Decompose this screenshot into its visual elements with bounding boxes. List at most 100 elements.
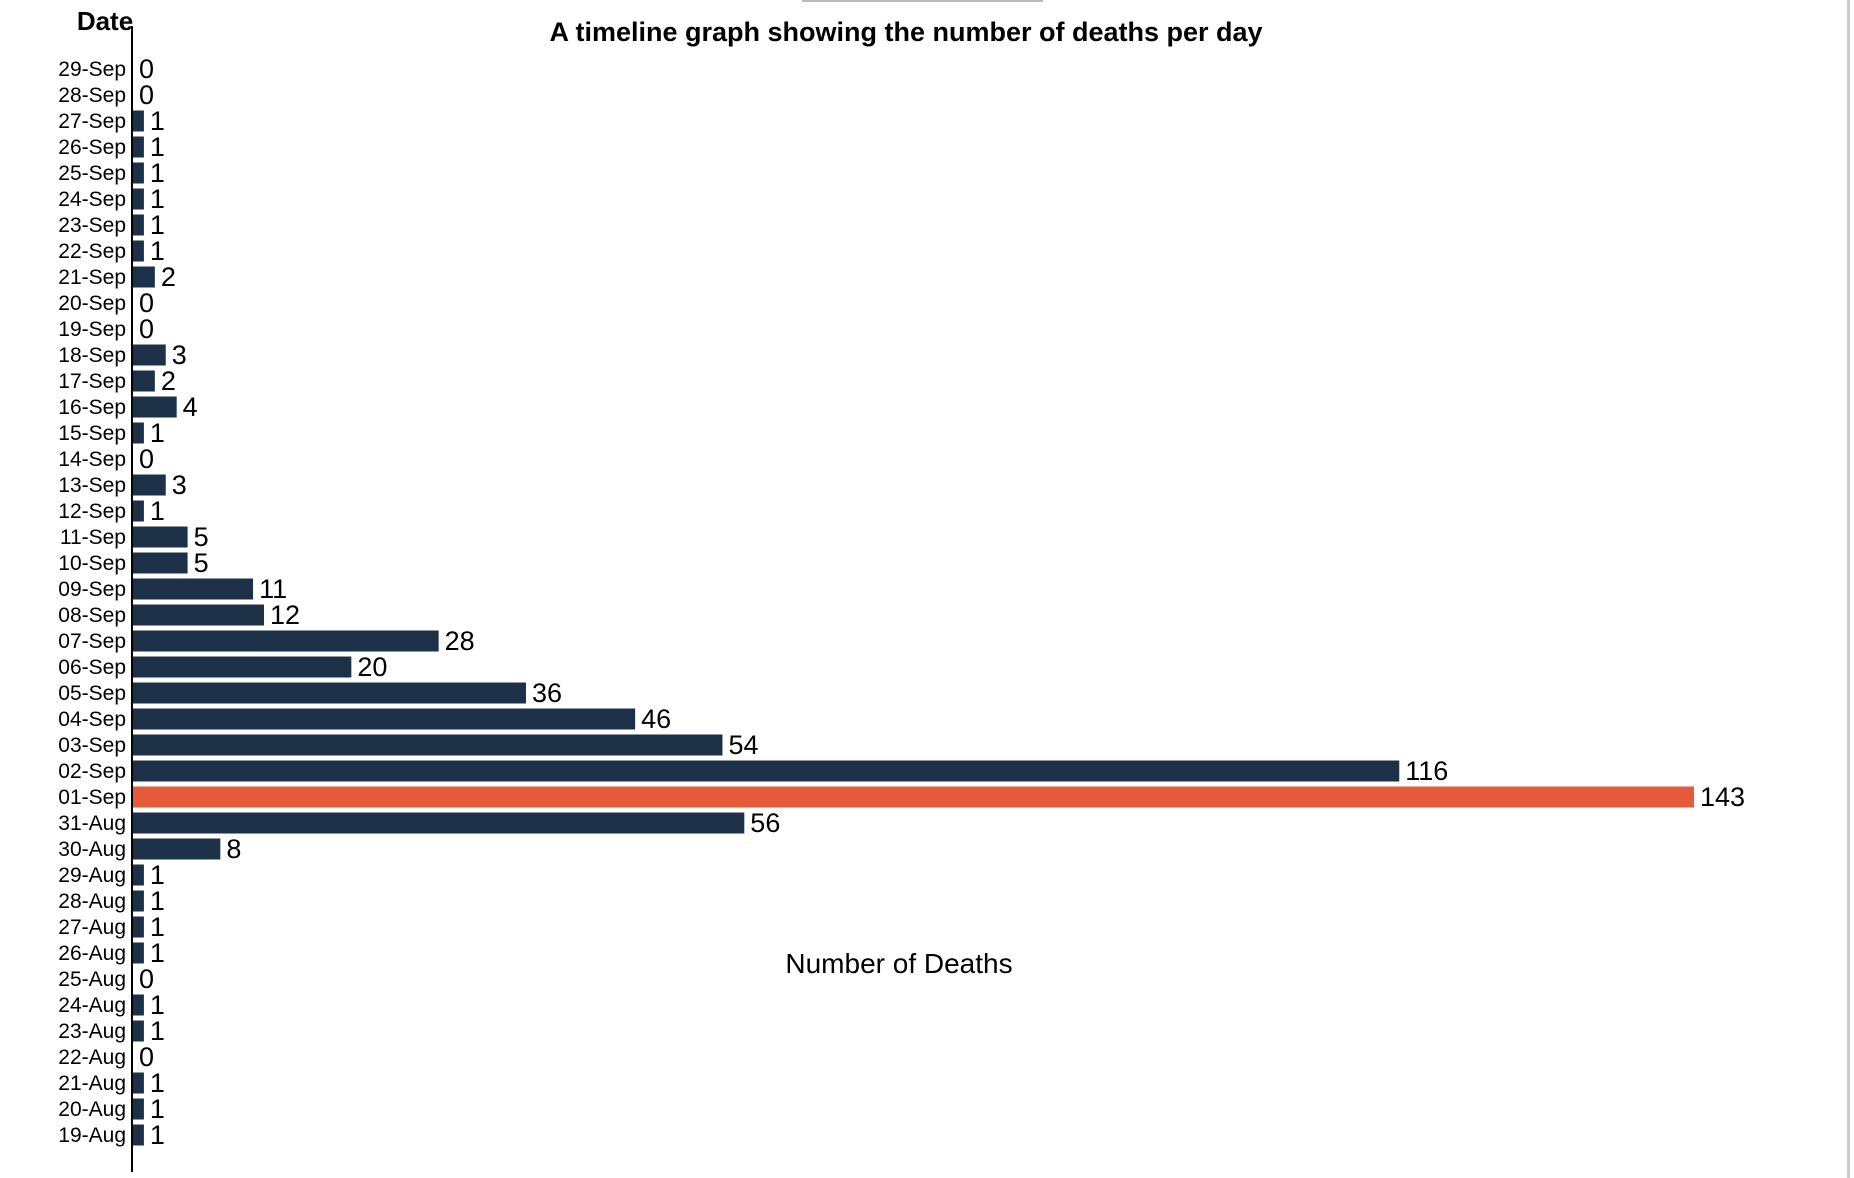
bar — [133, 552, 188, 574]
bar — [133, 474, 166, 496]
bar — [133, 344, 166, 366]
data-label: 3 — [172, 340, 187, 370]
data-label: 46 — [641, 704, 671, 734]
data-label: 28 — [445, 626, 475, 656]
data-label: 54 — [728, 730, 758, 760]
bar — [133, 760, 1400, 782]
bar — [133, 916, 144, 938]
bar — [133, 682, 526, 704]
bar — [133, 162, 144, 184]
y-tick-label: 26-Sep — [58, 136, 126, 159]
y-tick-label: 27-Sep — [58, 110, 126, 133]
bar — [133, 942, 144, 964]
data-label: 1 — [150, 106, 165, 136]
y-tick-label: 17-Sep — [58, 370, 126, 393]
bar — [133, 734, 723, 756]
data-label: 2 — [161, 366, 176, 396]
bar — [133, 422, 144, 444]
data-label: 36 — [532, 678, 562, 708]
bar — [133, 994, 144, 1016]
bar — [133, 1072, 144, 1094]
data-label: 0 — [139, 1042, 154, 1072]
data-label: 1 — [150, 860, 165, 890]
bar — [133, 786, 1694, 808]
y-tick-label: 19-Sep — [58, 318, 126, 341]
y-tick-label: 05-Sep — [58, 682, 126, 705]
bar — [133, 890, 144, 912]
right-scrollbar[interactable] — [1847, 0, 1850, 1178]
data-label: 2 — [161, 262, 176, 292]
bar — [133, 604, 264, 626]
data-label: 1 — [150, 236, 165, 266]
y-tick-label: 10-Sep — [58, 552, 126, 575]
data-label: 1 — [150, 1068, 165, 1098]
data-label: 0 — [139, 54, 154, 84]
data-label: 1 — [150, 496, 165, 526]
y-tick-label: 14-Sep — [58, 448, 126, 471]
data-label: 0 — [139, 444, 154, 474]
data-label: 4 — [183, 392, 198, 422]
data-label: 1 — [150, 1094, 165, 1124]
bar — [133, 578, 254, 600]
data-label: 20 — [357, 652, 387, 682]
data-label: 3 — [172, 470, 187, 500]
y-tick-label: 27-Aug — [58, 916, 126, 939]
data-label: 1 — [150, 210, 165, 240]
data-label: 1 — [150, 886, 165, 916]
data-label: 1 — [150, 938, 165, 968]
y-tick-label: 21-Sep — [58, 266, 126, 289]
data-label: 1 — [150, 158, 165, 188]
y-tick-label: 06-Sep — [58, 656, 126, 679]
data-label: 8 — [226, 834, 241, 864]
y-tick-label: 29-Sep — [58, 58, 126, 81]
data-label: 1 — [150, 132, 165, 162]
y-tick-label: 25-Sep — [58, 162, 126, 185]
data-label: 0 — [139, 314, 154, 344]
bar — [133, 1098, 144, 1120]
bar — [133, 396, 177, 418]
bar — [133, 266, 155, 288]
bar — [133, 708, 636, 730]
y-axis-label: Date — [77, 6, 133, 36]
y-tick-label: 01-Sep — [58, 786, 126, 809]
bar — [133, 370, 155, 392]
y-tick-label: 28-Sep — [58, 84, 126, 107]
bar — [133, 214, 144, 236]
y-tick-label: 31-Aug — [58, 812, 126, 835]
y-tick-label: 03-Sep — [58, 734, 126, 757]
y-tick-label: 18-Sep — [58, 344, 126, 367]
bar — [133, 500, 144, 522]
y-tick-label: 16-Sep — [58, 396, 126, 419]
data-label: 0 — [139, 80, 154, 110]
y-tick-label: 25-Aug — [58, 968, 126, 991]
y-tick-label: 21-Aug — [58, 1072, 126, 1095]
y-tick-label: 13-Sep — [58, 474, 126, 497]
data-label: 5 — [194, 548, 209, 578]
y-tick-label: 24-Aug — [58, 994, 126, 1017]
bar — [133, 864, 144, 886]
y-tick-label: 07-Sep — [58, 630, 126, 653]
y-tick-label: 09-Sep — [58, 578, 126, 601]
data-label: 1 — [150, 184, 165, 214]
data-label: 5 — [194, 522, 209, 552]
chart-title: A timeline graph showing the number of d… — [549, 17, 1262, 47]
data-label: 12 — [270, 600, 300, 630]
y-tick-label: 26-Aug — [58, 942, 126, 965]
bar — [133, 656, 352, 678]
bar — [133, 188, 144, 210]
y-tick-label: 24-Sep — [58, 188, 126, 211]
y-tick-label: 11-Sep — [60, 526, 126, 549]
data-label: 56 — [750, 808, 780, 838]
data-label: 1 — [150, 990, 165, 1020]
y-tick-label: 19-Aug — [58, 1124, 126, 1147]
y-tick-label: 08-Sep — [58, 604, 126, 627]
data-label: 0 — [139, 288, 154, 318]
bar — [133, 110, 144, 132]
y-tick-label: 22-Sep — [58, 240, 126, 263]
y-tick-label: 15-Sep — [58, 422, 126, 445]
bar — [133, 526, 188, 548]
y-tick-label: 20-Sep — [58, 292, 126, 315]
bar — [133, 1124, 144, 1146]
y-tick-label: 30-Aug — [58, 838, 126, 861]
